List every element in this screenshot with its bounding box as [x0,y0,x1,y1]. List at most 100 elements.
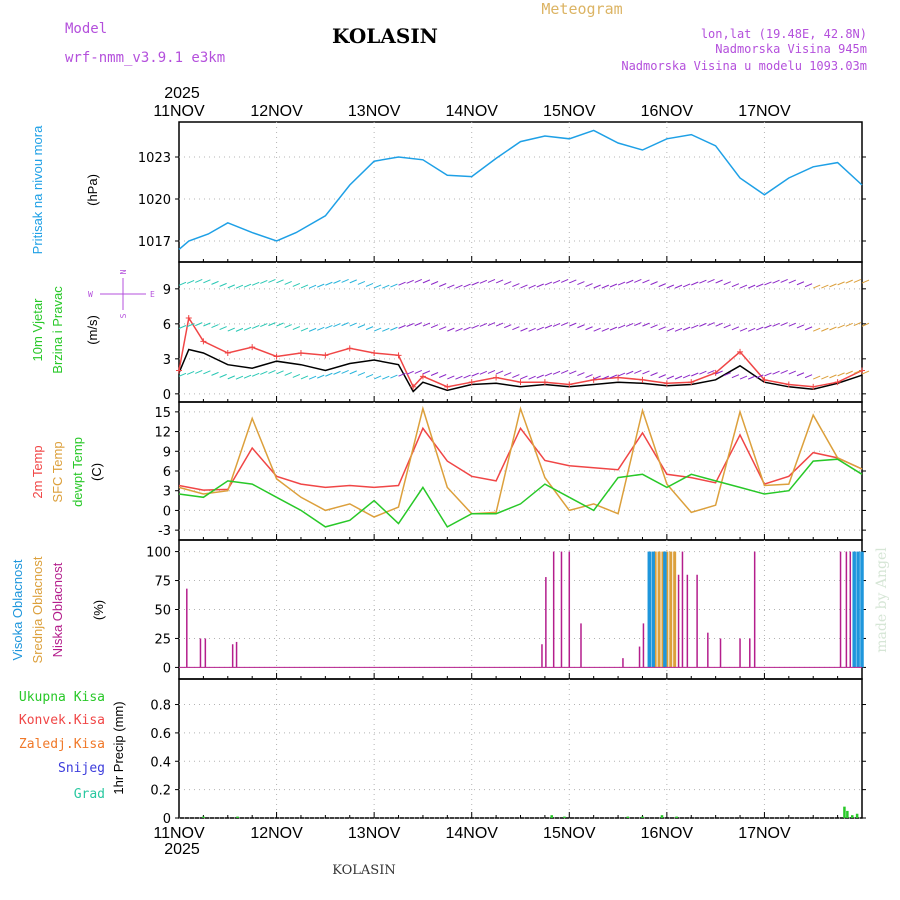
wind-barb [211,371,219,376]
gust-marker [688,379,695,386]
wind-barb [861,370,870,375]
wind-barb [829,326,837,331]
wind-barb [479,323,488,327]
wind-barb [308,327,317,332]
wind-barb [764,281,772,286]
wind-barb [195,369,203,374]
gust-marker [297,350,304,356]
gust-marker [590,376,597,383]
wind-barb [853,322,862,327]
wind-barb [186,323,195,328]
wind-barb [447,327,455,332]
time-label-top: 13NOV [348,103,401,120]
y-tick-label: 0 [163,661,171,676]
wind-barb [260,370,268,375]
gust-marker [566,381,573,388]
y-tick-label: 1017 [138,235,171,250]
wind-barb [463,326,471,331]
wind-barb [707,369,715,374]
wind-barb [455,375,463,380]
wind-barb [796,324,805,329]
wind-barb [227,375,235,380]
bar [739,638,741,668]
wind-barb [243,283,252,288]
bar [660,815,664,818]
wind-barb [430,324,439,329]
wind-barb [430,372,439,376]
wind-barb [577,372,585,377]
station-title: KOLASIN [332,24,438,48]
bar [855,813,859,818]
bar [641,816,644,818]
y-tick-label: 0.8 [150,699,171,714]
wind-barb [357,371,366,376]
bar [235,641,238,668]
wind-barb [666,327,675,332]
y-tick-label: 3 [163,353,171,368]
temp-label-2: SFC Temp [50,441,65,502]
wind-barb [235,284,244,289]
y-tick-label: 6 [163,318,171,333]
wind-barb [642,370,650,375]
wind-barb [853,278,862,283]
y-tick-label: 3 [163,485,171,500]
wind-barb [227,327,235,332]
bar [665,551,669,668]
y-tick-label: 9 [163,445,171,460]
wind-barb [658,283,666,288]
wind-barb [536,374,544,379]
gust-marker [444,383,451,390]
wind-barb [487,322,496,327]
precip-label-total: Ukupna Kisa [19,690,105,705]
wind-barb [780,278,788,283]
precip-label-grad: Grad [74,787,105,802]
wind-barb [642,322,650,327]
wind-barb [349,279,357,284]
temp-label-3: dewpt Temp [70,437,85,507]
wind-barb [251,324,260,329]
bar [202,816,205,818]
wind-barb [495,370,504,375]
bar [661,551,665,668]
wind-barb [552,322,561,327]
compass-s: S [119,313,128,318]
elevation-info: Nadmorska Visina 945m [715,42,867,56]
gust-marker [785,381,792,388]
wind-barb [300,327,309,332]
wind-barb [308,375,317,380]
gust-marker [322,352,329,359]
bar [852,551,856,668]
wind-barb [731,326,740,331]
wind-barb [195,278,203,283]
precip-label-conv: Konvek.Kisa [19,713,105,728]
wind-barb [609,374,618,379]
wind-barb [406,323,414,327]
wind-barb [772,370,780,375]
wind-barb [845,279,853,284]
wind-barb [650,324,658,329]
wind-barb [365,326,374,331]
wind-barb [260,279,268,284]
wind-barb [536,326,544,331]
wind-barb [276,370,284,375]
wind-barb [471,281,479,286]
wind-barb [398,281,406,286]
wind-barb [512,283,520,287]
wind-barb [504,281,512,286]
wind-barb [739,327,748,332]
time-label-top: 14NOV [445,103,498,120]
gust-marker [176,367,182,374]
precip-label-frz: Zaledj.Kisa [19,737,105,752]
wind-barb [333,370,341,375]
wind-barb [650,372,658,377]
wind-barb [235,327,244,332]
wind-barb [390,283,398,288]
y-tick-label: 0.2 [150,784,171,799]
gust-marker [761,376,768,383]
wind-barb [414,278,422,283]
wind-barb [617,324,626,329]
wind-barb [195,322,203,327]
bar [850,815,854,818]
wind-barb [544,372,553,377]
wind-barb [626,279,634,284]
